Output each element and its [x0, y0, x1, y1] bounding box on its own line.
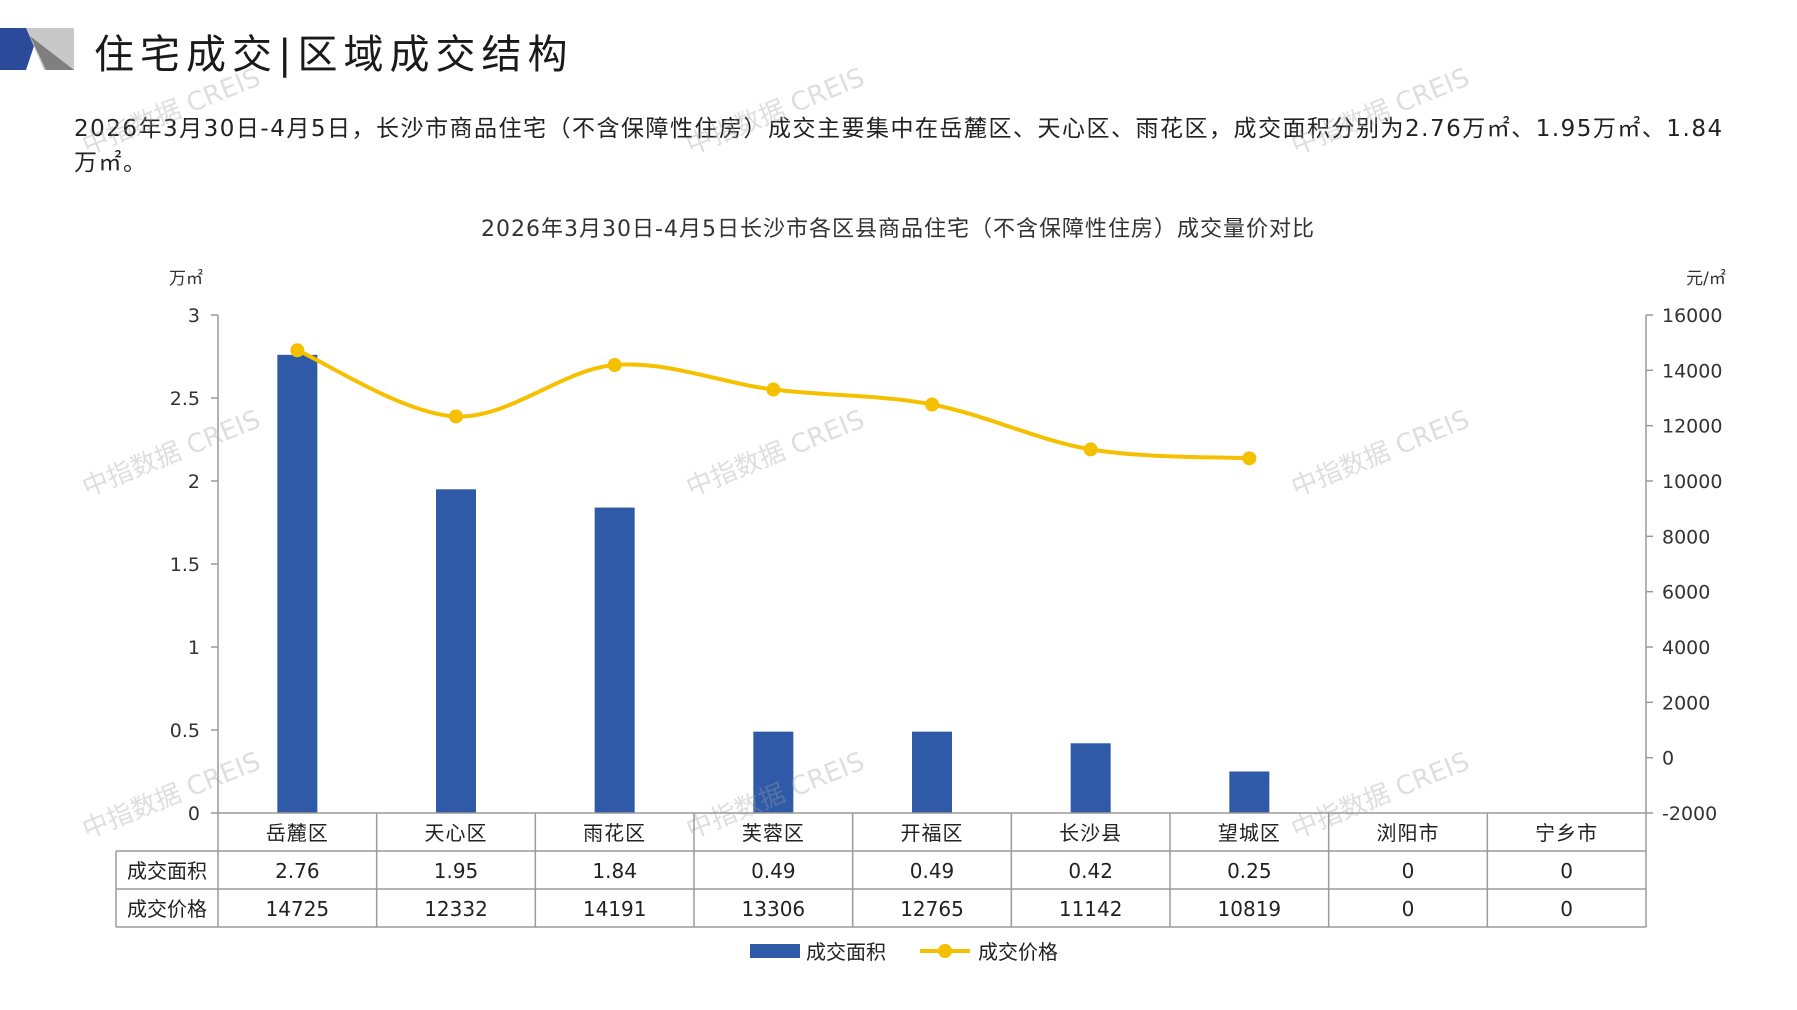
- right-axis-tick-label: 12000: [1662, 416, 1722, 438]
- price-point-雨花区: [607, 358, 622, 373]
- legend-line-marker: [938, 944, 952, 958]
- header: 住宅成交|区域成交结构: [0, 0, 1797, 100]
- category-label: 岳麓区: [266, 821, 329, 845]
- table-cell-price: 0: [1560, 897, 1573, 921]
- table-cell-price: 14191: [583, 897, 647, 921]
- right-axis-tick-label: 14000: [1662, 360, 1722, 382]
- category-label: 开福区: [901, 821, 964, 845]
- table-cell-price: 12765: [900, 897, 964, 921]
- bar-长沙县: [1070, 743, 1111, 813]
- table-cell-price: 10819: [1218, 897, 1282, 921]
- left-axis-tick-label: 0: [188, 803, 200, 825]
- price-point-开福区: [925, 397, 939, 412]
- category-label: 芙蓉区: [742, 821, 805, 845]
- left-axis-tick-label: 2.5: [170, 388, 200, 410]
- table-cell-area: 0.49: [751, 859, 796, 883]
- table-cell-area: 0: [1402, 859, 1415, 883]
- table-cell-area: 0.42: [1068, 859, 1113, 883]
- right-axis-tick-label: 10000: [1662, 471, 1722, 493]
- right-axis-tick-label: 4000: [1662, 637, 1710, 659]
- right-axis-tick-label: 0: [1662, 748, 1674, 770]
- right-axis-tick-label: -2000: [1662, 803, 1717, 825]
- category-label: 长沙县: [1059, 821, 1122, 845]
- category-label: 雨花区: [583, 821, 646, 845]
- table-cell-price: 14725: [266, 897, 330, 921]
- page-title: 住宅成交|区域成交结构: [94, 32, 574, 78]
- legend-bar-label: 成交面积: [806, 940, 886, 964]
- left-axis-unit: 万㎡: [169, 269, 203, 289]
- table-cell-area: 0.25: [1227, 859, 1272, 883]
- left-axis-tick-label: 2: [188, 471, 200, 493]
- left-axis-tick-label: 1: [188, 637, 200, 659]
- table-cell-area: 0.49: [910, 859, 955, 883]
- price-point-望城区: [1242, 451, 1257, 466]
- bar-望城区: [1229, 771, 1270, 813]
- category-label: 天心区: [425, 821, 488, 845]
- table-cell-price: 11142: [1059, 897, 1123, 921]
- table-row-header: 成交面积: [127, 859, 207, 883]
- chart-title: 2026年3月30日-4月5日长沙市各区县商品住宅（不含保障性住房）成交量价对比: [481, 217, 1315, 242]
- right-axis-unit: 元/㎡: [1686, 269, 1726, 289]
- table-cell-area: 1.95: [434, 859, 479, 883]
- table-cell-price: 0: [1402, 897, 1415, 921]
- right-axis-tick-label: 16000: [1662, 305, 1722, 327]
- price-point-长沙县: [1083, 442, 1098, 457]
- price-line: [296, 348, 1250, 461]
- category-label: 望城区: [1218, 821, 1281, 845]
- table-cell-area: 2.76: [275, 859, 320, 883]
- bar-雨花区: [594, 507, 635, 813]
- bar-开福区: [912, 731, 952, 813]
- table-cell-price: 12332: [424, 897, 488, 921]
- logo-icon: [0, 28, 74, 70]
- bar-芙蓉区: [753, 731, 794, 813]
- right-axis-tick-label: 2000: [1662, 692, 1710, 714]
- left-axis-tick-label: 1.5: [170, 554, 200, 576]
- bar-天心区: [436, 489, 476, 813]
- left-axis-tick-label: 3: [188, 305, 200, 327]
- right-axis-tick-label: 8000: [1662, 526, 1710, 548]
- table-cell-price: 13306: [742, 897, 806, 921]
- category-label: 宁乡市: [1535, 821, 1598, 845]
- table-cell-area: 1.84: [592, 859, 637, 883]
- legend-bar-swatch: [750, 944, 800, 958]
- summary-text: 2026年3月30日-4月5日，长沙市商品住宅（不含保障性住房）成交主要集中在岳…: [74, 116, 1724, 176]
- price-point-岳麓区: [290, 343, 305, 358]
- table-row-header: 成交价格: [127, 897, 207, 921]
- legend-line-label: 成交价格: [978, 940, 1058, 964]
- left-axis-tick-label: 0.5: [170, 720, 200, 742]
- price-point-天心区: [449, 409, 463, 424]
- bar-岳麓区: [277, 354, 318, 813]
- price-point-芙蓉区: [766, 382, 781, 397]
- category-label: 浏阳市: [1377, 821, 1440, 845]
- table-cell-area: 0: [1560, 859, 1573, 883]
- right-axis-tick-label: 6000: [1662, 582, 1710, 604]
